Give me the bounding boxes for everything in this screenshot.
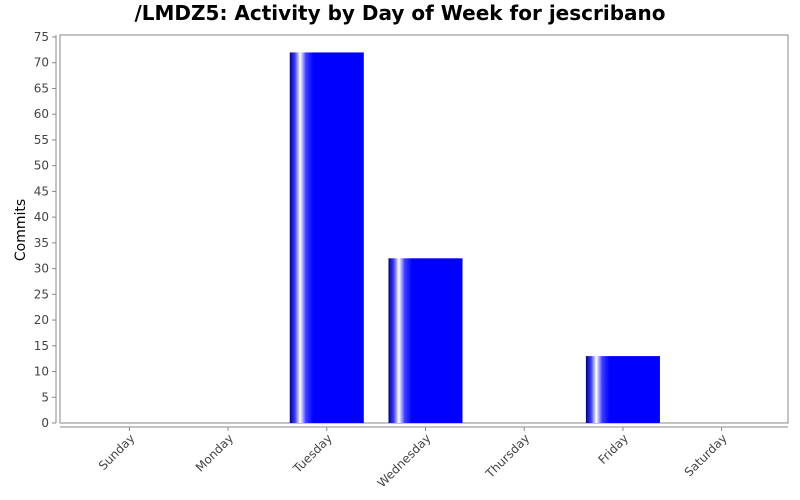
y-tick-label: 25 xyxy=(34,287,49,301)
y-tick-label: 40 xyxy=(34,210,49,224)
y-tick-label: 20 xyxy=(34,313,49,327)
y-tick-label: 0 xyxy=(41,416,49,430)
x-axis: Sunday Monday Tuesday Wednesday Thursday Frid… xyxy=(60,426,788,490)
y-tick-label: 50 xyxy=(34,159,49,173)
x-tick-label-tuesday: Tuesday xyxy=(290,431,335,476)
y-axis-label: Commits xyxy=(13,199,29,261)
x-tick-label-wednesday: Wednesday xyxy=(375,431,434,490)
y-tick-label: 65 xyxy=(34,81,49,95)
bars-group xyxy=(289,52,660,423)
y-tick-label: 10 xyxy=(34,365,49,379)
y-tick-label: 15 xyxy=(34,339,49,353)
y-tick-label: 45 xyxy=(34,184,49,198)
chart-title: /LMDZ5: Activity by Day of Week for jesc… xyxy=(134,1,665,25)
bar-wednesday xyxy=(388,258,463,423)
bar-tuesday xyxy=(289,52,364,423)
y-tick-label: 60 xyxy=(34,107,49,121)
x-tick-label-monday: Monday xyxy=(193,431,236,474)
x-tick-label-thursday: Thursday xyxy=(482,431,532,481)
x-tick-label-friday: Friday xyxy=(595,431,631,467)
y-tick-label: 5 xyxy=(41,390,49,404)
y-tick-label: 35 xyxy=(34,236,49,250)
y-tick-label: 30 xyxy=(34,262,49,276)
y-tick-label: 70 xyxy=(34,56,49,70)
x-tick-label-saturday: Saturday xyxy=(682,431,730,479)
x-tick-label-sunday: Sunday xyxy=(96,431,138,473)
bar-friday xyxy=(585,356,660,423)
y-tick-label: 75 xyxy=(34,30,49,44)
y-axis: 0 5 10 15 20 25 30 35 40 45 50 55 60 65 70 75 xyxy=(34,30,57,430)
y-tick-label: 55 xyxy=(34,133,49,147)
